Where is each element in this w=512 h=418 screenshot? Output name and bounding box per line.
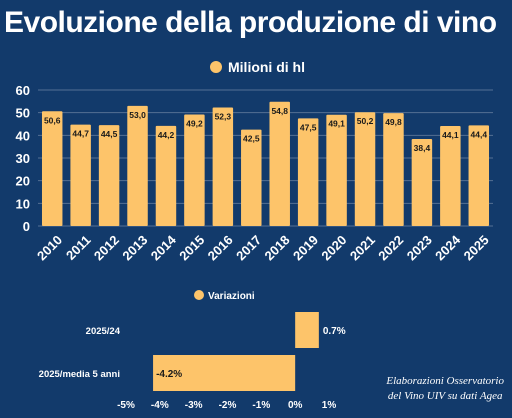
bar-value-label: 47,5 <box>300 122 317 132</box>
variation-value-label: -4.2% <box>156 369 182 380</box>
variation-x-tick-label: -5% <box>117 400 135 411</box>
legend-marker-variation <box>194 290 204 300</box>
x-tick-label: 2015 <box>176 232 207 263</box>
bar <box>98 125 120 226</box>
bar-value-label: 44,1 <box>442 130 459 140</box>
y-tick-label: 20 <box>16 174 30 189</box>
source-note: Elaborazioni Osservatorio del Vino UIV s… <box>386 374 504 404</box>
variation-category-label: 2025/24 <box>86 326 121 337</box>
bar-value-label: 44,5 <box>101 129 118 139</box>
y-tick-label: 30 <box>16 151 30 166</box>
y-tick-label: 0 <box>23 219 30 234</box>
bar <box>41 111 63 226</box>
bar-value-label: 49,2 <box>186 118 203 128</box>
bar <box>155 125 177 226</box>
bar <box>212 107 234 226</box>
x-tick-label: 2011 <box>63 232 94 263</box>
x-tick-label: 2018 <box>262 232 293 263</box>
x-tick-label: 2014 <box>148 232 180 264</box>
x-tick-label: 2019 <box>290 232 321 263</box>
bar <box>411 138 433 226</box>
variation-bar <box>153 355 296 391</box>
variation-category-label: 2025/media 5 anni <box>39 369 120 380</box>
x-tick-label: 2012 <box>91 232 122 263</box>
bar-value-label: 44,2 <box>158 130 175 140</box>
bar-value-label: 44,7 <box>72 129 89 139</box>
bar-value-label: 54,8 <box>271 106 288 116</box>
y-tick-label: 10 <box>16 196 30 211</box>
y-tick-label: 60 <box>16 83 30 98</box>
bar-value-label: 50,6 <box>44 115 61 125</box>
bar <box>468 125 490 226</box>
x-tick-label: 2022 <box>375 232 406 263</box>
variation-x-tick-label: -2% <box>219 400 237 411</box>
source-line-2: del Vino UIV su dati Agea <box>387 390 503 402</box>
bar <box>70 124 91 226</box>
bar-value-label: 50,2 <box>357 116 374 126</box>
variation-x-tick-label: -1% <box>252 400 270 411</box>
x-tick-label: 2013 <box>119 232 150 263</box>
bar <box>297 118 319 226</box>
bar-value-label: 42,5 <box>243 134 260 144</box>
x-tick-label: 2023 <box>404 232 435 263</box>
bar-value-label: 38,4 <box>414 143 431 153</box>
variation-x-tick-label: 1% <box>322 400 337 411</box>
x-tick-label: 2024 <box>432 232 464 264</box>
bar-value-label: 44,4 <box>471 129 488 139</box>
variation-x-tick-label: 0% <box>288 400 303 411</box>
bar <box>127 105 148 226</box>
variation-bar <box>295 312 319 348</box>
x-tick-label: 2020 <box>318 232 349 263</box>
bar <box>326 114 347 226</box>
x-tick-label: 2010 <box>34 232 65 263</box>
legend-label-variation: Variazioni <box>208 291 255 302</box>
bar-value-label: 49,1 <box>328 119 345 129</box>
variation-value-label: 0.7% <box>323 326 346 337</box>
bar <box>383 113 404 226</box>
legend-marker-production <box>210 61 222 73</box>
x-tick-label: 2016 <box>205 232 236 263</box>
variation-x-tick-label: -4% <box>151 400 169 411</box>
bar <box>184 114 205 226</box>
bar-value-label: 53,0 <box>129 110 146 120</box>
y-tick-label: 40 <box>16 128 30 143</box>
x-tick-label: 2017 <box>233 232 264 263</box>
x-tick-label: 2025 <box>461 232 492 263</box>
chart-title: Evoluzione della produzione di vino <box>4 6 497 39</box>
bar <box>241 129 262 226</box>
variation-x-tick-label: -3% <box>185 400 203 411</box>
x-tick-label: 2021 <box>347 232 378 263</box>
y-tick-label: 50 <box>16 106 30 121</box>
legend-label-production: Milioni di hl <box>228 59 305 75</box>
bar <box>269 101 290 226</box>
bar-value-label: 49,8 <box>385 117 402 127</box>
bar <box>354 112 376 226</box>
bar-value-label: 52,3 <box>215 111 232 121</box>
bar <box>440 126 461 226</box>
source-line-1: Elaborazioni Osservatorio <box>386 375 504 387</box>
